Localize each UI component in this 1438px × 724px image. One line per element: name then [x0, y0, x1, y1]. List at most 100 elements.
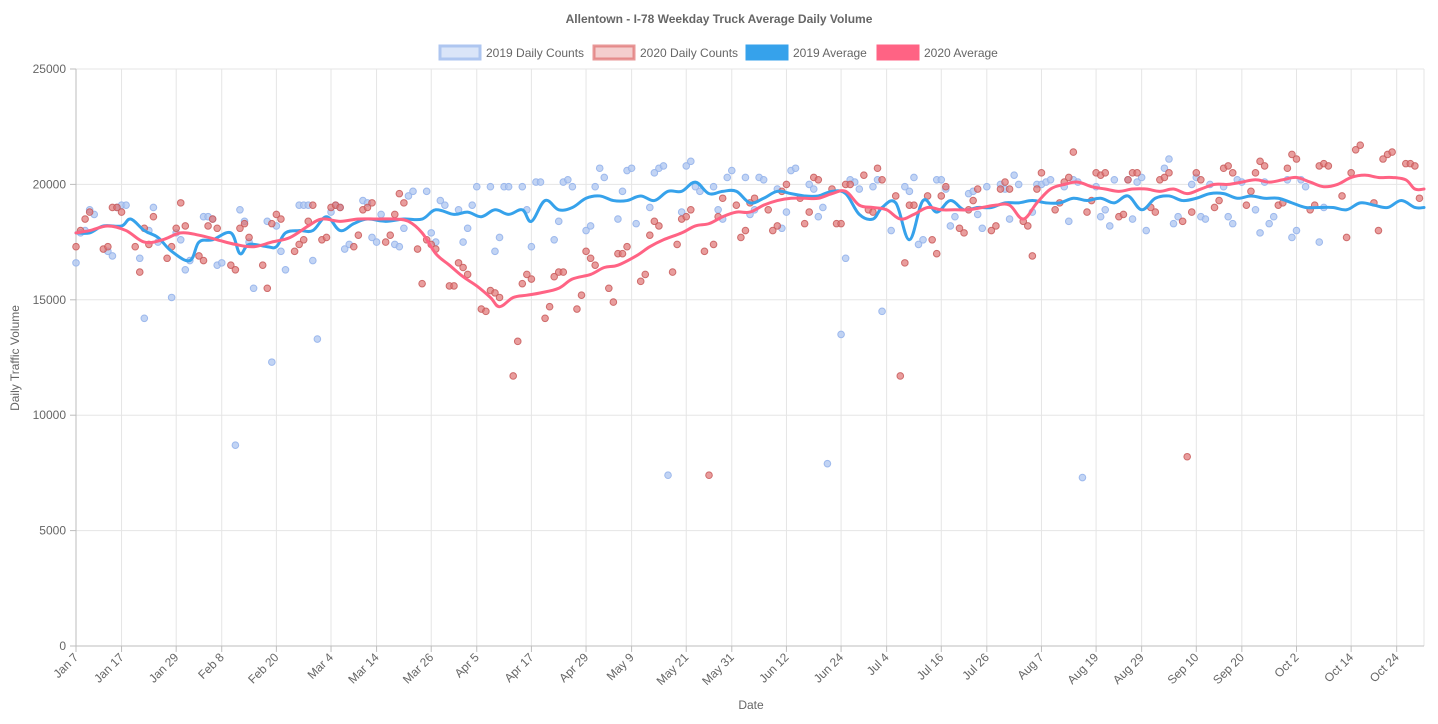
data-point-point-2020[interactable] [135, 268, 144, 276]
data-point-point-2020[interactable] [1005, 185, 1014, 193]
data-point-point-2020[interactable] [104, 242, 112, 251]
data-point-point-2019[interactable] [914, 240, 923, 249]
data-point-point-2019[interactable] [1005, 215, 1014, 223]
data-point-point-2020[interactable] [910, 201, 918, 209]
data-point-point-2020[interactable] [454, 259, 463, 267]
data-point-point-2020[interactable] [231, 265, 240, 274]
data-point-point-2020[interactable] [386, 231, 395, 239]
data-point-point-2020[interactable] [901, 259, 909, 267]
data-point-point-2020[interactable] [1374, 226, 1383, 235]
data-point-point-2019[interactable] [1265, 219, 1273, 228]
data-point-point-2020[interactable] [928, 235, 936, 244]
data-point-point-2019[interactable] [650, 169, 659, 177]
data-point-point-2020[interactable] [395, 189, 404, 198]
data-point-point-2020[interactable] [641, 270, 650, 279]
data-point-point-2020[interactable] [176, 199, 185, 207]
data-point-point-2020[interactable] [131, 242, 140, 251]
data-point-point-2020[interactable] [1260, 162, 1269, 170]
data-point-point-2020[interactable] [800, 219, 809, 228]
data-point-point-2019[interactable] [1169, 219, 1178, 228]
data-point-point-2019[interactable] [983, 182, 991, 191]
legend-item-2020-average[interactable]: 2020 Average [876, 44, 998, 61]
data-point-point-2020[interactable] [896, 372, 905, 380]
data-point-point-2020[interactable] [1187, 208, 1196, 216]
data-point-point-2020[interactable] [213, 224, 221, 233]
data-point-point-2020[interactable] [482, 307, 490, 316]
data-point-point-2019[interactable] [919, 235, 927, 244]
data-point-point-2020[interactable] [1415, 194, 1424, 203]
legend-item-2019-average[interactable]: 2019 Average [745, 44, 867, 61]
data-point-point-2020[interactable] [992, 222, 1000, 230]
data-point-point-2020[interactable] [650, 217, 659, 226]
data-point-point-2020[interactable] [737, 233, 745, 242]
data-point-point-2020[interactable] [955, 224, 964, 233]
data-point-point-2020[interactable] [272, 210, 281, 219]
data-point-point-2019[interactable] [600, 173, 609, 182]
data-point-point-2019[interactable] [181, 265, 190, 274]
data-point-point-2020[interactable] [846, 180, 854, 189]
data-point-point-2020[interactable] [163, 254, 171, 263]
data-point-point-2020[interactable] [195, 252, 203, 260]
data-point-point-2020[interactable] [1178, 217, 1187, 226]
data-point-point-2020[interactable] [1351, 145, 1360, 154]
legend-item-2020-daily-counts[interactable]: 2020 Daily Counts [592, 44, 738, 61]
data-point-point-2019[interactable] [1292, 226, 1301, 235]
data-point-point-2020[interactable] [204, 222, 212, 230]
data-point-point-2019[interactable] [905, 187, 914, 196]
data-point-point-2020[interactable] [541, 314, 549, 323]
data-point-point-2020[interactable] [381, 238, 390, 246]
data-point-point-2019[interactable] [632, 219, 640, 228]
data-point-point-2020[interactable] [1033, 185, 1041, 193]
data-point-point-2020[interactable] [258, 261, 267, 269]
data-point-point-2019[interactable] [1128, 215, 1137, 223]
data-point-point-2020[interactable] [860, 171, 868, 179]
data-point-point-2019[interactable] [841, 254, 850, 263]
data-point-point-2020[interactable] [172, 224, 180, 233]
data-point-point-2020[interactable] [973, 185, 982, 193]
data-point-point-2019[interactable] [1142, 226, 1151, 235]
data-point-point-2020[interactable] [117, 208, 126, 216]
data-point-point-2020[interactable] [609, 298, 618, 306]
data-point-point-2019[interactable] [1046, 175, 1055, 184]
data-point-point-2020[interactable] [937, 192, 946, 200]
data-point-point-2020[interactable] [682, 212, 691, 221]
data-point-point-2019[interactable] [495, 233, 504, 242]
data-point-point-2019[interactable] [595, 164, 604, 173]
data-point-point-2020[interactable] [591, 261, 599, 269]
data-point-point-2019[interactable] [527, 242, 536, 251]
data-point-point-2020[interactable] [718, 194, 727, 203]
data-point-point-2020[interactable] [523, 270, 531, 279]
data-point-point-2019[interactable] [281, 265, 290, 274]
legend-item-2019-daily-counts[interactable]: 2019 Daily Counts [438, 44, 584, 61]
data-point-point-2020[interactable] [349, 242, 358, 251]
data-point-point-2019[interactable] [978, 224, 987, 233]
data-point-point-2020[interactable] [513, 337, 522, 346]
data-point-point-2019[interactable] [231, 441, 240, 450]
data-point-point-2020[interactable] [400, 199, 408, 207]
data-point-point-2019[interactable] [122, 201, 130, 209]
data-point-point-2020[interactable] [869, 208, 877, 216]
data-point-point-2019[interactable] [340, 245, 349, 253]
data-point-point-2020[interactable] [113, 203, 121, 212]
data-point-point-2020[interactable] [1283, 164, 1292, 173]
data-point-point-2020[interactable] [969, 196, 977, 205]
data-point-point-2019[interactable] [869, 182, 877, 191]
data-point-point-2019[interactable] [837, 330, 845, 339]
data-point-point-2020[interactable] [527, 275, 536, 283]
data-point-point-2020[interactable] [236, 224, 244, 233]
data-point-point-2020[interactable] [495, 293, 504, 302]
data-point-point-2020[interactable] [1133, 169, 1141, 177]
data-point-point-2020[interactable] [1210, 203, 1219, 212]
data-point-point-2019[interactable] [491, 247, 499, 256]
data-point-point-2020[interactable] [623, 242, 631, 251]
data-point-point-2020[interactable] [773, 222, 782, 230]
data-point-point-2019[interactable] [582, 226, 590, 235]
data-point-point-2020[interactable] [491, 289, 499, 297]
data-point-point-2020[interactable] [181, 222, 190, 230]
data-point-point-2019[interactable] [586, 222, 595, 230]
data-point-point-2019[interactable] [564, 175, 572, 184]
data-point-point-2019[interactable] [400, 224, 408, 233]
data-point-point-2020[interactable] [741, 226, 750, 235]
data-point-point-2019[interactable] [1010, 171, 1018, 179]
data-point-point-2019[interactable] [1288, 233, 1296, 242]
